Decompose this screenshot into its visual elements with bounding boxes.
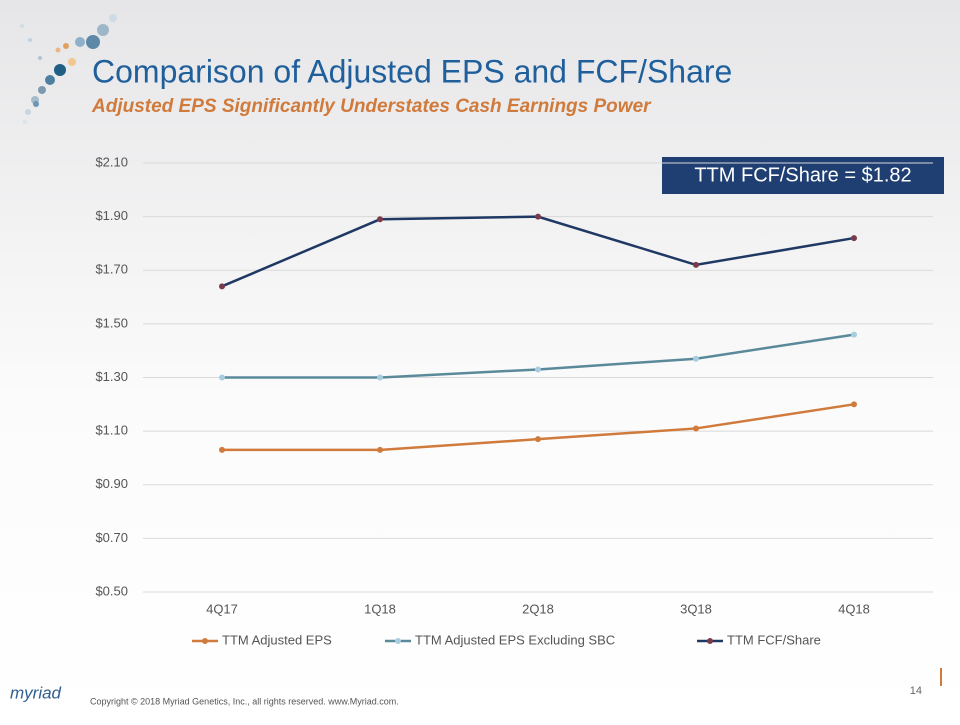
legend-marker	[202, 638, 208, 644]
data-point	[535, 213, 541, 220]
legend-marker	[395, 638, 401, 644]
x-tick-label: 1Q18	[364, 601, 396, 616]
data-point	[693, 425, 699, 432]
legend-label: TTM FCF/Share	[727, 632, 821, 647]
x-tick-label: 3Q18	[680, 601, 712, 616]
logo: myriad	[10, 683, 62, 702]
x-tick-label: 4Q18	[838, 601, 870, 616]
y-tick-label: $1.50	[95, 315, 128, 330]
y-tick-label: $1.30	[95, 369, 128, 384]
data-point	[851, 331, 857, 338]
data-point	[693, 261, 699, 268]
copyright: Copyright © 2018 Myriad Genetics, Inc., …	[90, 696, 399, 706]
data-point	[535, 366, 541, 373]
data-point	[219, 374, 225, 381]
data-point	[377, 446, 383, 453]
legend-label: TTM Adjusted EPS Excluding SBC	[415, 632, 615, 647]
x-tick-label: 2Q18	[522, 601, 554, 616]
x-tick-label: 4Q17	[206, 601, 238, 616]
legend-label: TTM Adjusted EPS	[222, 632, 332, 647]
y-tick-label: $1.70	[95, 262, 128, 277]
page-number: 14	[910, 685, 922, 697]
data-point	[219, 283, 225, 290]
decor-dots	[20, 14, 117, 125]
callout-text: TTM FCF/Share = $1.82	[694, 164, 911, 186]
data-point	[219, 446, 225, 453]
data-point	[851, 235, 857, 242]
data-point	[377, 374, 383, 381]
plot: $0.50 $0.70 $0.90 $1.10 $1.30 $1.50 $1.70 $1.90…	[95, 154, 933, 647]
slide-title: Comparison of Adjusted EPS and FCF/Share	[92, 53, 732, 89]
data-point	[535, 436, 541, 443]
legend-marker	[707, 638, 713, 644]
slide-subtitle: Adjusted EPS Significantly Understates C…	[91, 96, 652, 117]
y-tick-label: $0.70	[95, 530, 128, 545]
data-point	[377, 216, 383, 223]
data-point	[693, 355, 699, 362]
y-tick-label: $1.90	[95, 208, 128, 223]
y-tick-label: $0.50	[95, 583, 128, 598]
y-tick-label: $0.90	[95, 476, 128, 491]
y-tick-label: $1.10	[95, 423, 128, 438]
data-point	[851, 401, 857, 408]
y-tick-label: $2.10	[95, 154, 128, 169]
